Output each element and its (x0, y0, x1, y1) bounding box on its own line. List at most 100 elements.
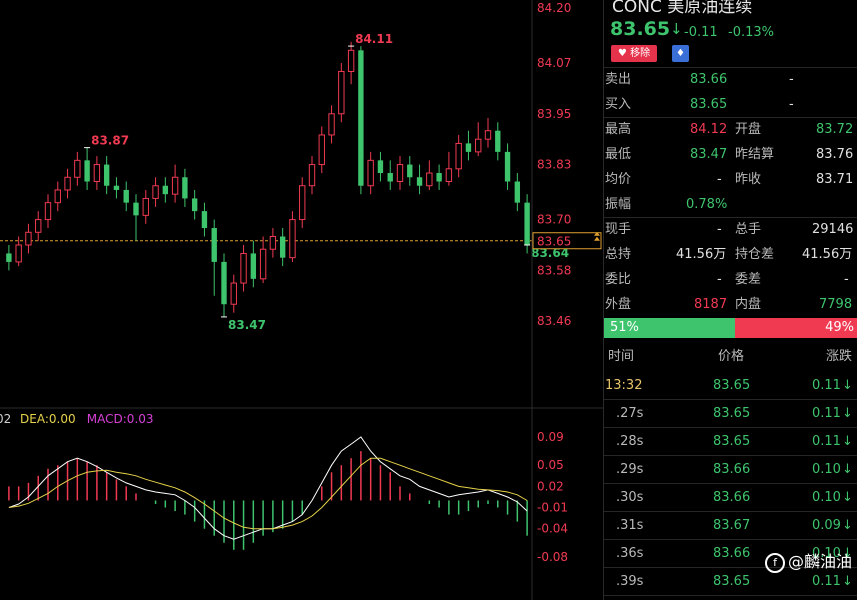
col-price: 价格 (718, 349, 745, 364)
trade-change: 0.09 (812, 518, 841, 533)
avg-close-row: 均价 - 昨收 83.71 (604, 167, 857, 192)
candle-body (416, 177, 423, 186)
buy-price: 83.65 (690, 97, 728, 112)
open-label: 开盘 (735, 122, 762, 137)
total-lots-value: 29146 (812, 222, 854, 237)
down-arrow-icon: ↓ (842, 546, 853, 561)
candle-body (35, 219, 42, 233)
candle-body (221, 261, 227, 305)
candle-body (514, 181, 521, 203)
macd-legend-item: MACD:0.03 (87, 412, 154, 426)
quote-panel: CONC 美原油连续 83.65 ↓ -0.11 -0.13% ♥ 移除 ♦ 卖… (603, 0, 857, 600)
macd-y-tick-label: 0.02 (537, 479, 564, 493)
y-tick-label: 83.58 (537, 263, 571, 277)
hold-row: 总持 41.56万 持仓差 41.56万 (604, 242, 857, 267)
macd-y-tick-label: -0.01 (537, 501, 568, 515)
down-arrow-icon: ↓ (842, 434, 853, 449)
y-tick-label: 83.83 (537, 158, 571, 172)
y-tick-label: 83.46 (537, 314, 571, 328)
candle-body (152, 185, 159, 199)
candle-body (64, 176, 71, 191)
candle-body (133, 202, 139, 216)
trade-row: .39s 83.65 0.11 ↓ (604, 568, 857, 596)
candle-body (230, 282, 237, 305)
current-lot-value: - (717, 222, 722, 237)
down-arrow-icon: ↓ (842, 490, 853, 505)
candle-body (338, 70, 345, 115)
trade-time: .29s (616, 462, 644, 477)
divider (604, 539, 857, 540)
trade-price: 83.65 (713, 574, 751, 589)
candle-body (524, 202, 530, 245)
candle-body (171, 176, 179, 195)
trade-row: 13:32 83.65 0.11 ↓ (604, 372, 857, 400)
price-chart[interactable]: 84.11 83.87 83.47 83.64 02 DEA:0.00 MACD:0.03… (0, 0, 603, 600)
amplitude-row: 振幅 0.78% (604, 192, 857, 217)
annotation-label: 84.11 (355, 32, 393, 46)
down-arrow-icon: ↓ (842, 406, 853, 421)
remove-label: 移除 (630, 48, 651, 59)
trade-change: 0.11 (812, 574, 841, 589)
order-ratio-label: 委比 (605, 272, 632, 287)
candle-body (426, 172, 433, 187)
col-change: 涨跌 (826, 349, 853, 364)
candle-body (84, 160, 90, 182)
trade-time: .27s (616, 406, 644, 421)
candle-body (484, 130, 492, 140)
close-label: 昨收 (735, 172, 762, 187)
amplitude-value: 0.78% (686, 197, 728, 212)
candle-body (407, 164, 413, 178)
divider (604, 511, 857, 512)
open-interest-label: 总持 (605, 247, 632, 262)
candle-body (123, 189, 129, 203)
oi-change-label: 持仓差 (735, 247, 775, 262)
divider (604, 595, 857, 596)
trade-change: 0.11 (812, 406, 841, 421)
divider (604, 427, 857, 428)
candle-body (358, 50, 364, 186)
sell-strength-bar: 49% (735, 318, 857, 338)
divider (604, 455, 857, 456)
order-diff-label: 委差 (735, 272, 762, 287)
divider (604, 567, 857, 568)
trade-time: .31s (616, 518, 644, 533)
candle-body (347, 49, 355, 72)
macd-legend-item: DEA:0.00 (20, 412, 76, 426)
trade-row: .36s 83.66 0.10 ↓ (604, 540, 857, 568)
current-price-box (532, 232, 602, 250)
trade-row: .30s 83.66 0.10 ↓ (604, 484, 857, 512)
trade-change: 0.11 (812, 434, 841, 449)
candle-body (495, 130, 501, 152)
axis-layer: 84.20 84.07 83.95 83.83 83.70 83.58 83.46 83.65… (0, 0, 603, 600)
sell-volume: - (789, 72, 794, 87)
trade-change: 0.11 (812, 378, 841, 393)
candle-body (250, 253, 257, 279)
ratio-row: 委比 - 委差 - (604, 267, 857, 292)
low-value: 83.47 (690, 147, 728, 162)
open-value: 83.72 (816, 122, 854, 137)
candle-body (103, 164, 110, 186)
high-value: 84.12 (690, 122, 728, 137)
order-diff-value: - (844, 272, 849, 287)
volume-row: 现手 - 总手 29146 (604, 217, 857, 242)
trade-row: .27s 83.65 0.11 ↓ (604, 400, 857, 428)
candle-body (387, 173, 393, 182)
candle-body (445, 168, 453, 182)
alert-button[interactable]: ♦ (672, 45, 689, 62)
remove-watchlist-button[interactable]: ♥ 移除 (611, 45, 657, 62)
sell-row: 卖出 83.66 - (604, 67, 857, 92)
trade-price: 83.67 (713, 518, 751, 533)
low-settle-row: 最低 83.47 昨结算 83.76 (604, 142, 857, 167)
last-price: 83.65 (610, 18, 671, 40)
divider (604, 67, 857, 68)
price-marker-icon (594, 231, 600, 241)
candle-body (465, 143, 472, 152)
heart-icon: ♥ (617, 48, 627, 59)
macd-legend-prefix: 02 (0, 412, 11, 426)
sell-price: 83.66 (690, 72, 728, 87)
divider (604, 483, 857, 484)
candle-body (113, 185, 120, 190)
candle-body (269, 236, 277, 250)
annotation-label: 83.47 (228, 318, 266, 332)
annotation-label: 83.64 (531, 246, 569, 260)
